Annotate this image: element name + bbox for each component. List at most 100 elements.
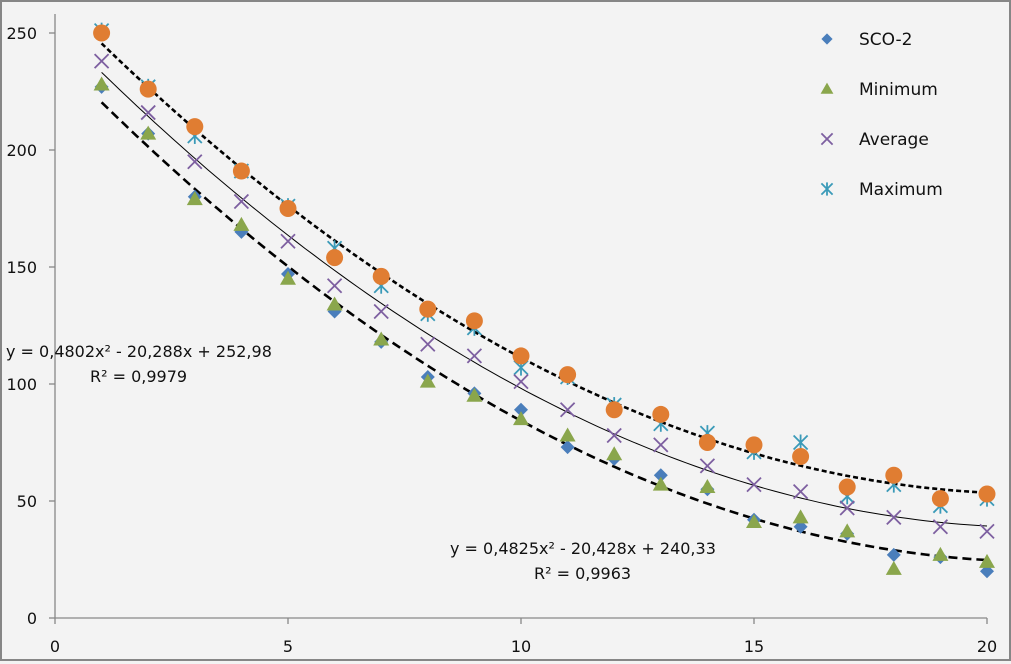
point-minimum <box>559 427 576 442</box>
x-tick-label: 10 <box>511 637 531 656</box>
trendlines <box>100 42 988 562</box>
point-unlabeled <box>931 490 949 508</box>
y-tick-label: 150 <box>6 258 37 277</box>
y-tick-label: 250 <box>6 24 37 43</box>
point-average <box>420 336 436 352</box>
point-unlabeled <box>419 300 437 318</box>
x-tick-label: 20 <box>977 637 997 656</box>
point-unlabeled <box>232 162 250 180</box>
point-sco-2 <box>653 468 668 483</box>
x-tick-label: 15 <box>744 637 764 656</box>
point-average <box>653 437 669 453</box>
point-minimum <box>606 446 623 461</box>
point-unlabeled <box>465 312 483 330</box>
point-average <box>326 278 343 294</box>
point-minimum <box>839 523 856 538</box>
point-average <box>746 476 762 493</box>
point-minimum <box>699 478 716 493</box>
point-minimum <box>373 331 390 346</box>
diamond-icon <box>821 33 833 45</box>
y-tick-label: 50 <box>17 492 37 511</box>
point-unlabeled <box>512 347 530 365</box>
point-minimum <box>792 509 809 524</box>
point-average <box>979 523 995 540</box>
average-trendline <box>101 72 988 527</box>
point-minimum <box>979 553 995 568</box>
point-unlabeled <box>792 448 810 466</box>
point-average <box>187 154 203 170</box>
point-unlabeled <box>186 118 204 136</box>
point-unlabeled <box>652 405 670 423</box>
point-minimum <box>280 270 296 285</box>
legend-label: Maximum <box>859 180 943 200</box>
average-trendline-r2: R² = 0,9979 <box>90 367 187 386</box>
legend-label: SCO-2 <box>859 30 912 50</box>
data-points <box>93 22 996 579</box>
legend-item: Maximum <box>820 180 943 200</box>
legend-item: Minimum <box>820 80 938 100</box>
point-average <box>513 374 529 390</box>
point-unlabeled <box>559 366 577 384</box>
y-ticks: 0 50 100 150 200 250 <box>6 24 55 628</box>
point-sco-2 <box>560 440 575 455</box>
point-average <box>559 402 576 418</box>
lower-trendline <box>100 101 988 562</box>
x-tick-label: 0 <box>50 637 60 656</box>
axes: 0 50 100 150 200 250 0 5 10 15 20 <box>6 14 997 656</box>
point-minimum <box>652 476 669 491</box>
point-unlabeled <box>372 267 390 285</box>
point-average <box>373 303 389 320</box>
star-icon <box>820 182 834 196</box>
average-trendline-equation: y = 0,4802x² - 20,288x + 252,98 <box>6 342 272 361</box>
point-average <box>233 193 250 210</box>
upper-trendline <box>100 42 988 494</box>
point-minimum <box>326 296 343 311</box>
point-sco-2 <box>514 402 528 417</box>
point-minimum <box>932 546 949 561</box>
point-average <box>792 484 809 500</box>
legend-item: SCO-2 <box>821 30 912 50</box>
point-average <box>699 458 716 474</box>
legend-label: Minimum <box>859 80 938 100</box>
point-minimum <box>93 76 110 91</box>
point-unlabeled <box>326 249 344 267</box>
point-unlabeled <box>838 478 856 496</box>
point-minimum <box>186 191 203 206</box>
y-tick-label: 100 <box>6 375 37 394</box>
point-average <box>932 519 949 535</box>
point-minimum <box>140 125 157 140</box>
point-minimum <box>419 373 436 388</box>
point-unlabeled <box>978 485 996 503</box>
y-tick-label: 0 <box>27 609 37 628</box>
point-average <box>140 104 156 121</box>
point-unlabeled <box>93 24 111 42</box>
point-minimum <box>466 387 483 402</box>
legend-item: Average <box>820 130 929 150</box>
point-average <box>93 53 110 69</box>
point-unlabeled <box>885 466 903 484</box>
point-sco-2 <box>886 547 901 562</box>
y-tick-label: 200 <box>6 141 37 160</box>
point-maximum <box>792 434 809 451</box>
legend-label: Average <box>859 130 929 150</box>
triangle-icon <box>820 82 834 94</box>
point-unlabeled <box>698 434 716 451</box>
point-minimum <box>513 411 529 426</box>
x-tick-label: 5 <box>283 637 293 656</box>
point-minimum <box>233 216 250 231</box>
point-unlabeled <box>745 436 763 454</box>
point-average <box>280 233 296 249</box>
point-average <box>839 500 855 516</box>
lower-trendline-r2: R² = 0,9963 <box>534 564 631 583</box>
point-average <box>886 509 902 526</box>
point-unlabeled <box>605 401 623 419</box>
point-average <box>606 427 622 444</box>
lower-trendline-equation: y = 0,4825x² - 20,428x + 240,33 <box>450 539 716 558</box>
equation-labels: y = 0,4802x² - 20,288x + 252,98 R² = 0,9… <box>6 342 716 583</box>
point-minimum <box>885 560 902 575</box>
legend: SCO-2 Minimum Average Maximum <box>820 30 943 200</box>
x-icon <box>820 132 834 146</box>
x-ticks: 0 5 10 15 20 <box>50 618 997 656</box>
